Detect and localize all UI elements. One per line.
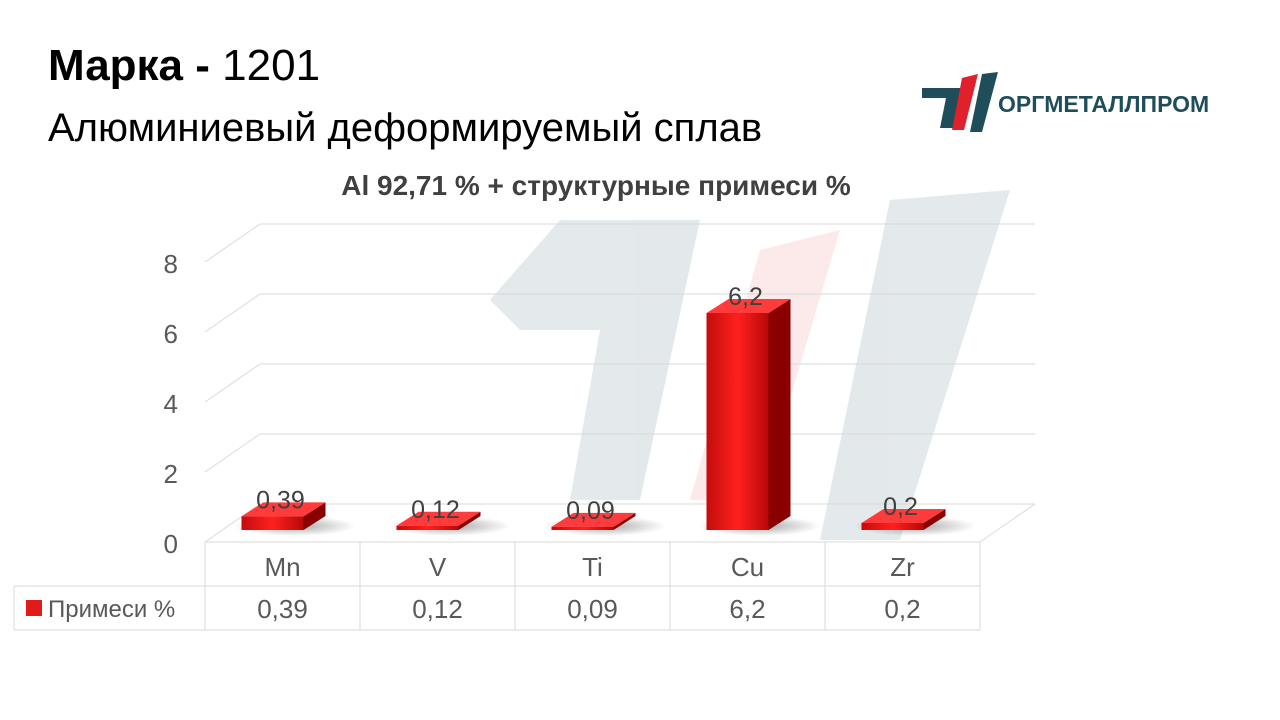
- bar-V: [388, 511, 511, 536]
- gridline-6: [204, 293, 1035, 333]
- logo-mark-red: [952, 74, 978, 130]
- legend-swatch: [26, 600, 42, 616]
- y-axis: 0 2 4 6 8: [164, 249, 178, 559]
- table-value: 0,2: [884, 594, 920, 624]
- table-value: 0,12: [412, 594, 463, 624]
- bar-front: [551, 526, 614, 530]
- data-label: 6,2: [728, 283, 763, 311]
- grade-separator: -: [195, 41, 210, 90]
- bar-top: [861, 509, 946, 523]
- bar-top: [551, 512, 636, 527]
- bar-side: [768, 299, 791, 530]
- data-label: 0,12: [411, 496, 460, 524]
- data-label: 0,2: [883, 493, 918, 521]
- x-tick-label: Mn: [264, 552, 300, 582]
- watermark-teal-right: [820, 190, 1010, 540]
- x-tick-label: V: [429, 552, 447, 582]
- bar-side: [923, 509, 946, 530]
- gridline-8: [204, 223, 1035, 263]
- table-value: 0,09: [567, 594, 618, 624]
- chart-title: Al 92,71 % + структурные примеси %: [341, 170, 851, 201]
- table-value: 0,39: [257, 594, 308, 624]
- bar-side: [303, 502, 326, 530]
- bar-front: [241, 516, 304, 530]
- logo-mark-teal-left: [922, 88, 962, 128]
- bar-Ti: [543, 512, 666, 536]
- company-logo: ОРГМЕТАЛЛПРОМ: [922, 72, 1209, 132]
- y-tick-label: 4: [164, 389, 178, 419]
- watermark-teal-left: [490, 220, 700, 500]
- y-tick-label: 0: [164, 529, 178, 559]
- y-tick-label: 2: [164, 459, 178, 489]
- floor-right-edge: [979, 503, 1036, 543]
- bar-Mn: [233, 502, 356, 536]
- bar-front: [396, 525, 459, 530]
- x-tick-label: Zr: [890, 552, 915, 582]
- data-label: 0,09: [566, 497, 615, 525]
- bar-Cu: [698, 299, 821, 536]
- data-label: 0,39: [256, 486, 305, 514]
- table-value: 6,2: [729, 594, 765, 624]
- bar-top: [706, 299, 791, 313]
- x-tick-label: Cu: [731, 552, 764, 582]
- logo-text: ОРГМЕТАЛЛПРОМ: [998, 91, 1209, 117]
- page-title: Марка - 1201: [48, 38, 320, 94]
- grade-value: 1201: [222, 41, 321, 90]
- y-tick-label: 8: [164, 249, 178, 279]
- bar-side: [613, 512, 636, 530]
- bar-top: [241, 502, 326, 517]
- legend-label: Примеси %: [48, 596, 175, 623]
- logo-mark-teal-right: [970, 72, 998, 132]
- bar-top: [396, 511, 481, 526]
- page-subtitle: Алюминиевый деформируемый сплав: [48, 106, 763, 150]
- data-table: Mn V Ti Cu Zr Примеси % 0,39 0,12 0,09 6,2 0,2: [13, 542, 981, 631]
- bar-front: [861, 523, 924, 530]
- bar-front: [706, 313, 769, 530]
- data-labels: 0,39 0,12 0,09 6,2 0,2: [256, 283, 918, 525]
- grade-label: Марка: [48, 41, 184, 90]
- bar-Zr: [853, 509, 976, 536]
- x-tick-label: Ti: [582, 552, 603, 582]
- bar-side: [458, 511, 481, 530]
- y-tick-label: 6: [164, 319, 178, 349]
- bars: [233, 299, 976, 536]
